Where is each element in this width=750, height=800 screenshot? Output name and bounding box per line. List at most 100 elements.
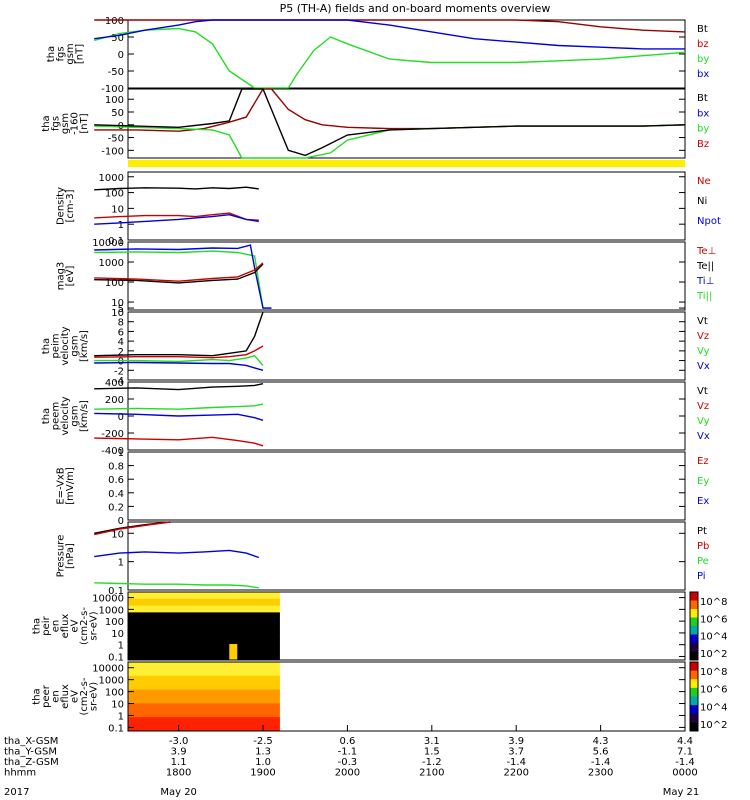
legend-entry: Npot (697, 216, 721, 227)
y-tick-label: 50 (111, 33, 124, 44)
y-axis-label: [eV] (65, 266, 76, 287)
y-tick-label: 10 (111, 529, 124, 540)
spectrogram-band (128, 662, 280, 670)
legend-entry: Bz (697, 139, 709, 150)
spectrogram-band (128, 632, 280, 641)
panel-frame (127, 88, 686, 159)
colorbar-segment (690, 687, 698, 697)
panel-frame (127, 591, 686, 661)
x-row-label: tha_Z-GSM (4, 757, 59, 768)
y-axis-label: tha (46, 46, 57, 62)
series-vy-line (94, 354, 264, 366)
legend-entry: Ne (697, 176, 711, 187)
series-pe-line (94, 582, 259, 589)
x-tick-label: 2100 (419, 768, 444, 779)
y-tick-label: -50 (108, 67, 124, 78)
colorbar-segment (690, 722, 698, 732)
spectrogram-band (229, 644, 238, 660)
y-tick-label: 10 (111, 308, 124, 319)
y-axis-label: velocity (60, 396, 71, 435)
x-tick-label: -1.2 (422, 757, 442, 768)
y-tick-label: 100 (105, 189, 124, 200)
y-tick-label: -200 (101, 429, 124, 440)
y-axis-label: gsm (70, 405, 81, 426)
y-tick-label: 1 (118, 711, 124, 722)
x-tick-label: 5.6 (593, 747, 609, 758)
panel-frame (127, 521, 686, 591)
panel-frame (127, 241, 686, 311)
spectrogram-band (128, 696, 280, 704)
y-tick-label: 100 (105, 95, 124, 106)
y-axis-label: eflux (60, 684, 71, 709)
y-axis-label: peim (51, 333, 62, 358)
y-tick-label: 10 (111, 298, 124, 309)
x-tick-label: 0000 (672, 768, 697, 779)
series-by-line (94, 27, 686, 89)
colorbar-tick-label: 10^8 (700, 667, 727, 678)
y-axis-label: [nT] (79, 113, 90, 133)
y-tick-label: 10 (111, 700, 124, 711)
x-tick-label: 3.9 (171, 747, 187, 758)
y-axis-label: eV (70, 619, 81, 632)
series-vz-line (94, 345, 264, 359)
y-axis-label: gsm (70, 335, 81, 356)
y-tick-label: 1 (118, 220, 124, 231)
panel-frame (127, 171, 686, 241)
y-tick-label: 10000 (92, 594, 124, 605)
y-axis-label: Pressure (55, 535, 66, 578)
y-tick-label: 0 (118, 516, 124, 527)
colorbar-frame (689, 591, 699, 661)
y-tick-label: 0 (118, 412, 124, 423)
legend-entry: bz (697, 39, 709, 50)
colorbar-tick-label: 10^4 (700, 702, 727, 713)
series-te--line (94, 263, 264, 284)
colorbar-tick-label: 10^8 (700, 597, 727, 608)
spectrogram-band (128, 703, 280, 711)
colorbar-segment (690, 651, 698, 661)
series-bz-line (94, 19, 686, 33)
colorbar-segment (690, 662, 698, 672)
spectrogram-band (128, 646, 280, 654)
x-row-label: tha_Y-GSM (4, 747, 57, 758)
y-tick-label: 0.8 (108, 462, 124, 473)
legend-entry: Ez (697, 456, 709, 467)
colorbar-frame (689, 661, 699, 732)
legend-entry: Bt (697, 93, 708, 104)
spectrogram-band (128, 675, 280, 684)
x-tick-label: 1.1 (171, 757, 187, 768)
x-tick-label: -2.5 (253, 736, 273, 747)
x-tick-label: 1.5 (424, 747, 440, 758)
y-axis-label: tha (41, 408, 52, 424)
x-tick-label: -1.4 (506, 757, 526, 768)
y-axis-label: sr-eV) (89, 682, 100, 711)
spectrogram-band (128, 639, 280, 647)
legend-entry: Vx (697, 361, 710, 372)
y-tick-label: 1000 (99, 173, 124, 184)
y-axis-label: (cm2-s- (79, 607, 90, 645)
y-axis-label: peir (41, 615, 52, 635)
x-tick-label: 7.1 (677, 747, 693, 758)
y-tick-label: 5 (118, 304, 124, 315)
colorbar-segment (690, 643, 698, 652)
legend-entry: Vz (697, 401, 709, 412)
series-vt-line (94, 383, 264, 391)
legend-entry: by (697, 54, 709, 65)
y-tick-label: 400 (105, 378, 124, 389)
y-axis-label: peem (51, 402, 62, 430)
y-tick-label: 0.1 (108, 236, 124, 247)
y-axis-label: gsm (65, 43, 76, 64)
y-tick-label: 10000 (92, 664, 124, 675)
series-ti--line (94, 244, 272, 309)
legend-entry: Pi (697, 571, 706, 582)
x-tick-label: -1.4 (591, 757, 611, 768)
y-axis-label: gsm (60, 113, 71, 134)
colorbar-segment (690, 600, 698, 610)
colorbar-tick-label: 10^2 (700, 720, 727, 731)
panel-frame (127, 451, 686, 521)
legend-entry: Te⊥ (696, 246, 716, 257)
colorbar-tick-label: 10^2 (700, 649, 727, 660)
colorbar-segment (690, 617, 698, 627)
spectrogram-band (128, 668, 280, 677)
